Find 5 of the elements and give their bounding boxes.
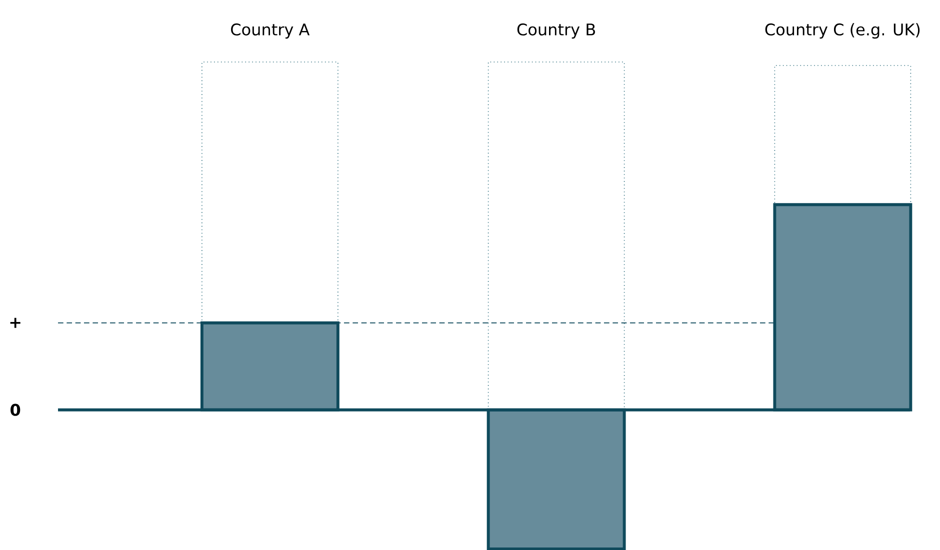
x-tick-label: Country B: [517, 23, 595, 38]
ref-line-label: 0: [10, 404, 20, 416]
x-tick-label: Country C (e.g. UK): [765, 22, 920, 38]
ref-line-label: +: [10, 318, 20, 328]
x-tick-label: Country A: [231, 23, 310, 38]
